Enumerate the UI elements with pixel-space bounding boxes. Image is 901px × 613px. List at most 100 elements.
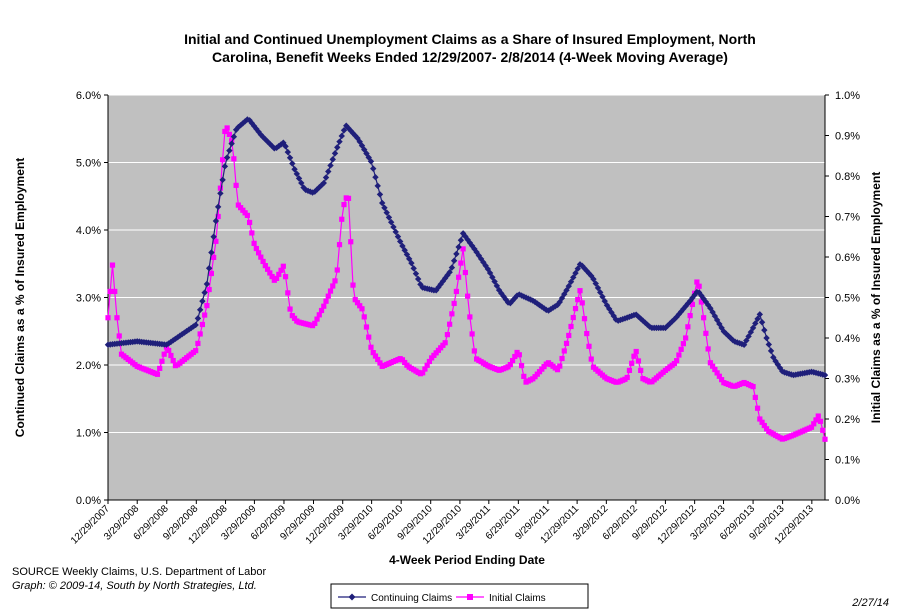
data-point [549, 304, 557, 311]
data-point [339, 216, 345, 222]
data-point [516, 291, 523, 298]
left-tick-label: 3.0% [76, 293, 101, 305]
right-axis-label: Initial Claims as a % of Insured Employm… [869, 172, 883, 423]
data-point [763, 334, 770, 342]
data-point [822, 436, 828, 442]
left-tick-label: 4.0% [76, 225, 101, 237]
data-point [253, 245, 259, 252]
data-point [390, 223, 397, 231]
data-point [358, 142, 366, 149]
data-point [298, 179, 305, 187]
data-point [592, 280, 599, 287]
data-point [689, 294, 696, 302]
data-point [493, 282, 501, 290]
data-point [664, 322, 671, 329]
data-point [685, 324, 691, 330]
data-point [469, 331, 475, 337]
data-point [368, 344, 374, 350]
chart-title-line-2: Carolina, Benefit Weeks Ended 12/29/2007… [212, 49, 728, 65]
data-point [752, 320, 759, 327]
data-point [159, 358, 165, 364]
data-point [557, 363, 563, 369]
data-point [282, 274, 289, 280]
data-point [719, 377, 725, 383]
data-point [662, 324, 669, 332]
data-point [743, 337, 750, 344]
data-point [507, 362, 513, 368]
data-point [601, 297, 608, 305]
series-initial-claims [105, 125, 828, 442]
data-point [671, 360, 678, 367]
data-point [820, 427, 826, 433]
data-point [399, 357, 406, 363]
data-point [610, 312, 617, 320]
data-point [467, 314, 473, 320]
data-point [754, 315, 761, 323]
data-point [581, 316, 588, 322]
data-point [320, 179, 327, 187]
data-point [558, 294, 566, 302]
data-point [465, 293, 471, 299]
data-point [212, 217, 220, 225]
data-point [559, 355, 565, 362]
data-point [509, 357, 516, 364]
data-point [704, 301, 712, 309]
data-point [414, 275, 422, 283]
data-point [361, 314, 367, 320]
data-point [815, 413, 821, 419]
data-point [385, 214, 393, 221]
data-point [586, 343, 592, 349]
data-point [370, 350, 376, 356]
data-point [268, 142, 276, 150]
data-point [195, 340, 201, 346]
data-point [556, 298, 563, 306]
data-point [259, 133, 267, 141]
data-point [750, 384, 756, 390]
data-point [453, 288, 459, 295]
data-point [291, 315, 298, 321]
data-point [763, 426, 770, 432]
data-point [567, 278, 575, 285]
data-point [570, 314, 576, 321]
data-point [116, 333, 122, 339]
data-point [157, 365, 163, 371]
data-point [205, 265, 213, 272]
data-point [811, 421, 817, 427]
data-point [464, 236, 471, 243]
data-point [107, 288, 113, 295]
data-point [356, 138, 363, 145]
data-point [566, 332, 572, 339]
data-point [405, 255, 413, 263]
data-point [348, 239, 354, 245]
data-point [192, 321, 199, 329]
data-point [264, 138, 271, 145]
data-point [392, 228, 399, 236]
data-point [713, 316, 721, 324]
data-point [673, 313, 680, 321]
data-point [442, 340, 448, 346]
data-point [705, 346, 711, 352]
data-point [366, 334, 372, 340]
data-point [166, 347, 172, 354]
data-point [720, 328, 728, 335]
data-point [570, 274, 577, 281]
data-point [170, 357, 176, 364]
data-point [203, 280, 211, 288]
data-point [267, 270, 273, 276]
data-point [230, 133, 238, 140]
data-point [220, 157, 226, 163]
data-point [635, 313, 642, 320]
data-point [374, 182, 381, 190]
data-point [687, 313, 693, 319]
data-point [547, 305, 554, 313]
data-point [817, 418, 824, 424]
data-point [228, 140, 235, 147]
data-point [224, 125, 230, 131]
data-point [451, 300, 457, 307]
right-tick-label: 0.5% [835, 293, 860, 305]
data-point [318, 307, 325, 314]
graph-credit: Graph: © 2009-14, South by North Strateg… [12, 580, 257, 592]
data-point [312, 320, 318, 326]
data-point [381, 204, 388, 212]
data-point [444, 332, 450, 338]
